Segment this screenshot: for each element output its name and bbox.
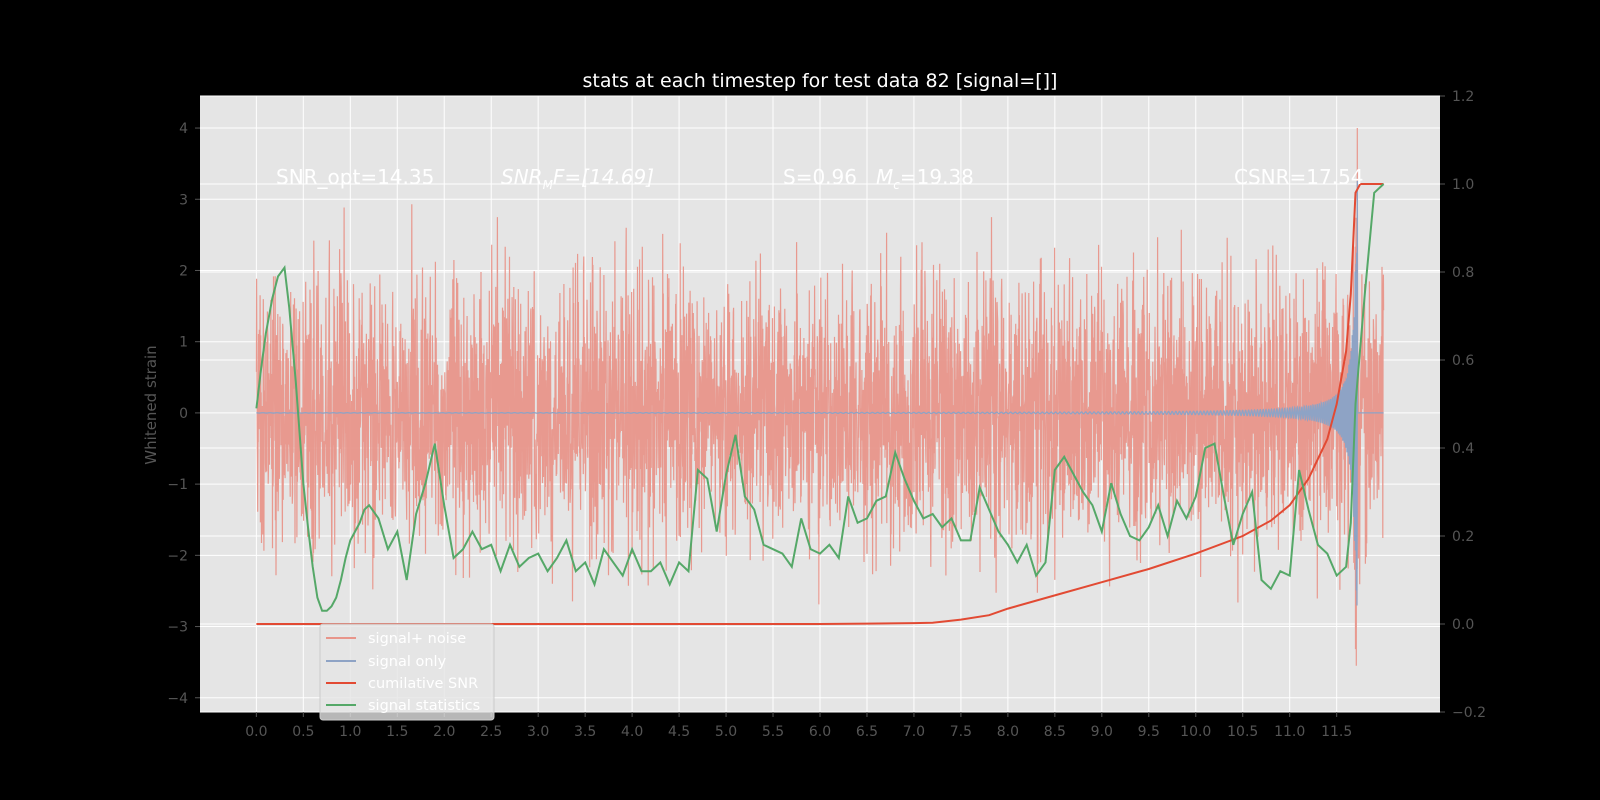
legend-label-signal-noise: signal+ noise: [368, 631, 466, 647]
annotation-snr-opt: SNR_opt=14.35: [276, 165, 434, 189]
x-tick-label-14: 7.0: [903, 724, 925, 740]
series-signal-only: [256, 180, 1384, 606]
x-tick-label-18: 9.0: [1091, 724, 1113, 740]
x-tick-label-3: 1.5: [386, 724, 408, 740]
x-tick-label-2: 1.0: [339, 724, 361, 740]
legend: signal+ noise signal only cumilative SNR…: [319, 623, 495, 721]
y2-tick-label-3: 0.4: [1452, 441, 1474, 457]
x-tick-label-4: 2.0: [433, 724, 455, 740]
x-tick-label-8: 4.0: [621, 724, 643, 740]
y-tick-label-3: −1: [167, 477, 188, 493]
snr-mf-base: SNR: [501, 165, 543, 189]
series-signal-statistics: [255, 183, 1385, 612]
axis-ticks: 0.0 0.5 1.0 1.5 2.0 2.5 3.0 3.5 4.0 4.5 5.0 5.5 6.0 6…: [167, 89, 1486, 740]
x-tick-label-6: 3.0: [527, 724, 549, 740]
x-tick-label-17: 8.5: [1044, 724, 1066, 740]
x-tick-label-11: 5.5: [762, 724, 784, 740]
x-tick-label-5: 2.5: [480, 724, 502, 740]
x-tick-label-10: 5.0: [715, 724, 737, 740]
signal-only-line: [256, 180, 1384, 606]
x-tick-label-1: 0.5: [292, 724, 314, 740]
y2-tick-label-7: 1.2: [1452, 89, 1474, 105]
signal-statistics-line: [255, 183, 1385, 612]
series-cumulative-snr: [256, 183, 1384, 625]
y-tick-label-1: −3: [167, 620, 188, 636]
x-tick-label-12: 6.0: [809, 724, 831, 740]
y-tick-label-6: 2: [179, 263, 188, 279]
annotation-s: S=0.96: [783, 165, 857, 189]
mc-sub: c: [893, 178, 900, 192]
y2-tick-label-6: 1.0: [1452, 177, 1474, 193]
y2-tick-label-2: 0.2: [1452, 529, 1474, 545]
x-tick-label-9: 4.5: [668, 724, 690, 740]
y-tick-label-0: −4: [167, 691, 188, 707]
x-tick-label-20: 10.0: [1180, 724, 1211, 740]
snr-mf-rest: F=[14.69]: [553, 165, 654, 189]
x-tick-label-15: 7.5: [950, 724, 972, 740]
x-tick-label-0: 0.0: [245, 724, 267, 740]
annotation-csnr: CSNR=17.54: [1234, 165, 1364, 189]
annotation-snr-mf: SNRMF=[14.69]: [501, 165, 654, 192]
series-signal-noise: [255, 127, 1385, 666]
y2-tick-label-1: 0.0: [1452, 617, 1474, 633]
x-tick-label-13: 6.5: [856, 724, 878, 740]
x-tick-label-19: 9.5: [1138, 724, 1160, 740]
y2-tick-label-4: 0.6: [1452, 353, 1474, 369]
y2-tick-label-5: 0.8: [1452, 265, 1474, 281]
chart-title: stats at each timestep for test data 82 …: [583, 70, 1058, 92]
annotation-mc: Mc=19.38: [876, 165, 974, 192]
mc-rest: =19.38: [900, 165, 974, 189]
y-tick-label-8: 4: [179, 121, 188, 137]
snr-mf-sub: M: [543, 178, 554, 192]
y-tick-label-2: −2: [167, 548, 188, 564]
signal-noise-line: [255, 127, 1385, 666]
y-tick-label-7: 3: [179, 192, 188, 208]
y-tick-label-4: 0: [179, 406, 188, 422]
y-axis-label: Whitened strain: [142, 345, 160, 464]
x-tick-label-23: 11.5: [1321, 724, 1352, 740]
legend-box: [319, 623, 495, 721]
x-tick-label-22: 11.0: [1274, 724, 1305, 740]
cumulative-snr-line: [256, 183, 1384, 625]
x-tick-label-7: 3.5: [574, 724, 596, 740]
y-tick-label-5: 1: [179, 335, 188, 351]
legend-label-signal-only: signal only: [368, 654, 447, 670]
y2-tick-label-0: −0.2: [1452, 705, 1486, 721]
legend-label-cumulative-snr: cumilative SNR: [368, 676, 478, 692]
x-tick-label-16: 8.0: [997, 724, 1019, 740]
x-tick-label-21: 10.5: [1227, 724, 1258, 740]
legend-label-signal-statistics: signal statistics: [368, 698, 480, 714]
mc-base: M: [876, 165, 893, 189]
